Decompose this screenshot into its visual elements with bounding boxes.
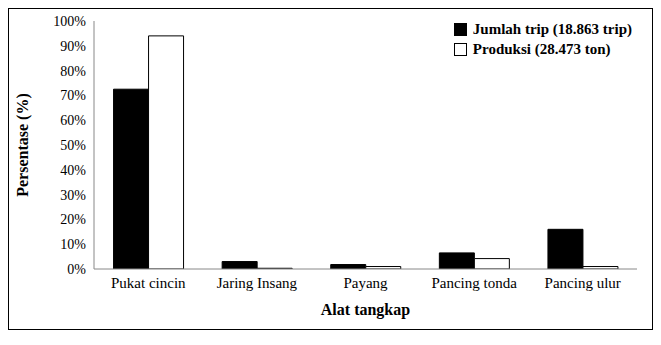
html-text:Jumlah trip (18.863 trip): Jumlah trip (18.863 trip) xyxy=(472,21,632,37)
svg-text:0%: 0% xyxy=(67,262,86,277)
svg-text:Alat tangkap: Alat tangkap xyxy=(321,301,410,319)
svg-text:60%: 60% xyxy=(60,113,86,128)
svg-text:50%: 50% xyxy=(60,138,86,153)
svg-text:Pukat cincin: Pukat cincin xyxy=(111,275,186,291)
svg-text:10%: 10% xyxy=(60,237,86,252)
svg-text:Persentase (%): Persentase (%) xyxy=(14,93,32,197)
svg-text:Pancing ulur: Pancing ulur xyxy=(545,275,621,291)
svg-text:Payang: Payang xyxy=(343,275,388,291)
svg-text:Jaring Insang: Jaring Insang xyxy=(217,275,298,291)
svg-text:80%: 80% xyxy=(60,64,86,79)
svg-text:Pancing tonda: Pancing tonda xyxy=(431,275,517,291)
svg-text:90%: 90% xyxy=(60,39,86,54)
svg-text:40%: 40% xyxy=(60,163,86,178)
svg-text:20%: 20% xyxy=(60,212,86,227)
svg-text:30%: 30% xyxy=(60,188,86,203)
html-text:Produksi (28.473 ton): Produksi (28.473 ton) xyxy=(472,41,611,57)
svg-text:100%: 100% xyxy=(53,14,86,29)
svg-text:70%: 70% xyxy=(60,88,86,103)
